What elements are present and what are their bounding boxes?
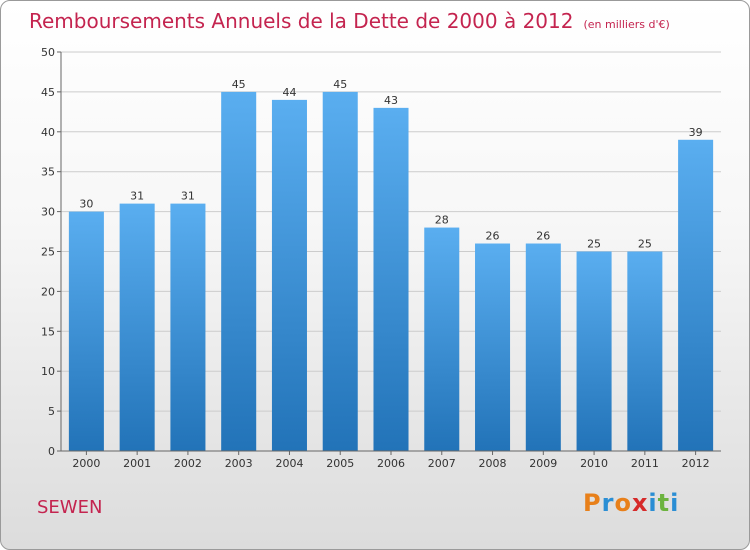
chart-unit: (en milliers d'€) <box>583 18 670 31</box>
bar-value-label: 26 <box>486 230 500 243</box>
logo-letter: P <box>583 489 602 517</box>
chart-title-text: Remboursements Annuels de la Dette de 20… <box>29 9 574 33</box>
logo-letter: o <box>614 489 632 517</box>
y-tick-label: 20 <box>41 285 55 298</box>
x-tick-label: 2010 <box>580 457 608 470</box>
bar-2007 <box>424 227 460 451</box>
bar-2008 <box>475 243 511 451</box>
chart-title: Remboursements Annuels de la Dette de 20… <box>29 9 670 33</box>
bar-value-label: 39 <box>689 126 703 139</box>
x-tick-label: 2007 <box>428 457 456 470</box>
x-tick-label: 2008 <box>479 457 507 470</box>
x-tick-label: 2009 <box>529 457 557 470</box>
bar-2010 <box>576 251 612 451</box>
y-tick-label: 25 <box>41 246 55 259</box>
y-tick-label: 40 <box>41 126 55 139</box>
bar-value-label: 25 <box>638 238 652 251</box>
y-tick-label: 10 <box>41 365 55 378</box>
y-tick-label: 30 <box>41 206 55 219</box>
bar-2000 <box>68 211 104 451</box>
x-tick-label: 2003 <box>225 457 253 470</box>
x-tick-label: 2000 <box>72 457 100 470</box>
y-tick-label: 5 <box>48 405 55 418</box>
bar-2012 <box>678 139 714 451</box>
x-tick-label: 2012 <box>682 457 710 470</box>
x-tick-label: 2004 <box>275 457 303 470</box>
x-tick-label: 2011 <box>631 457 659 470</box>
logo-letter: t <box>657 489 671 517</box>
logo-letter: x <box>631 489 649 517</box>
y-tick-label: 35 <box>41 166 55 179</box>
bar-value-label: 43 <box>384 94 398 107</box>
bar-2006 <box>373 107 409 452</box>
x-tick-label: 2002 <box>174 457 202 470</box>
bar-2005 <box>322 91 358 452</box>
bar-value-label: 28 <box>435 214 449 227</box>
bar-value-label: 44 <box>282 86 296 99</box>
logo-letter: i <box>670 489 680 517</box>
bar-value-label: 31 <box>130 190 144 203</box>
x-tick-label: 2005 <box>326 457 354 470</box>
bar-value-label: 45 <box>232 78 246 91</box>
logo-letter: i <box>648 489 658 517</box>
bar-value-label: 31 <box>181 190 195 203</box>
bar-2011 <box>627 251 663 451</box>
x-tick-label: 2006 <box>377 457 405 470</box>
bar-value-label: 25 <box>587 238 601 251</box>
bar-2001 <box>119 203 155 451</box>
y-tick-label: 15 <box>41 325 55 338</box>
bar-2004 <box>271 99 307 451</box>
logo-letter: r <box>601 489 615 517</box>
bar-value-label: 26 <box>536 230 550 243</box>
bar-value-label: 45 <box>333 78 347 91</box>
bar-2009 <box>525 243 561 451</box>
y-tick-label: 0 <box>48 445 55 458</box>
bar-2003 <box>221 91 257 452</box>
commune-name: SEWEN <box>37 497 103 518</box>
x-tick-label: 2001 <box>123 457 151 470</box>
bar-2002 <box>170 203 206 451</box>
y-tick-label: 45 <box>41 86 55 99</box>
bar-value-label: 30 <box>79 198 93 211</box>
y-tick-label: 50 <box>41 46 55 59</box>
proxiti-logo: Proxiti <box>583 489 679 517</box>
